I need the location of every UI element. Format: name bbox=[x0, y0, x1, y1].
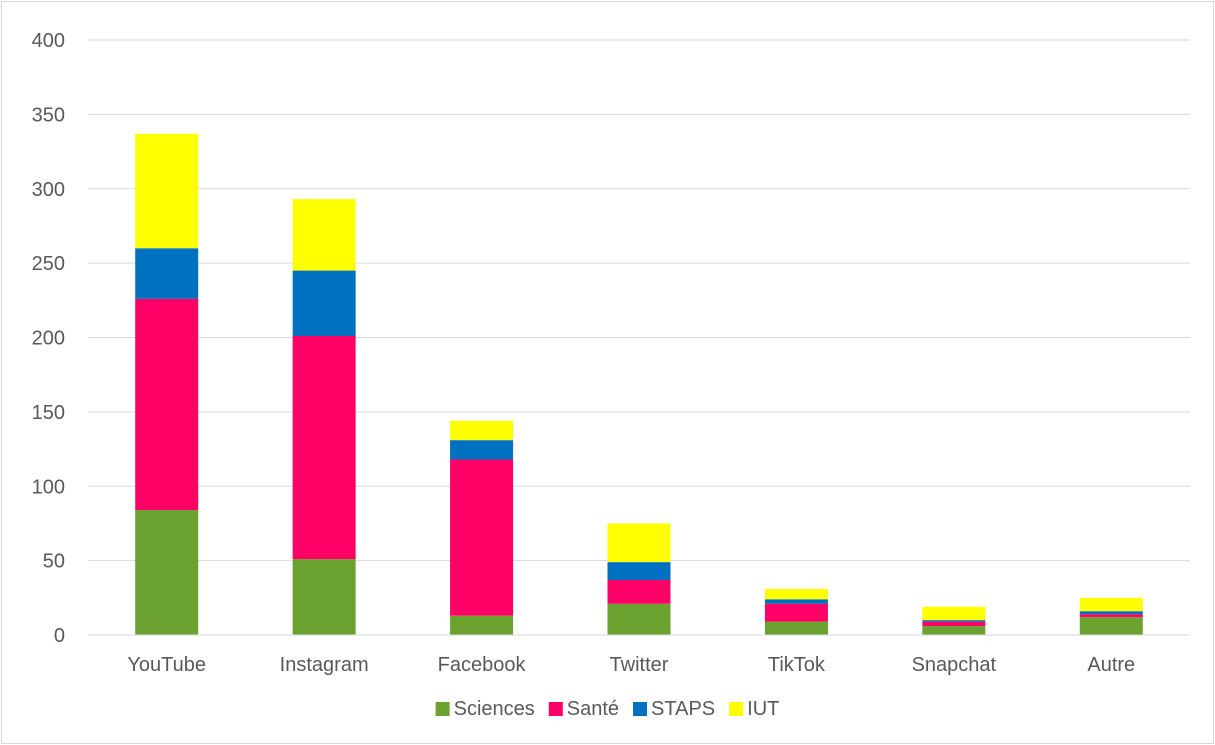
bar-segment-iut-autre bbox=[1079, 597, 1143, 612]
legend-label: Sciences bbox=[454, 698, 535, 720]
bar-segment-staps-facebook bbox=[450, 440, 514, 460]
gridlines bbox=[88, 39, 1190, 562]
bar-segment-sciences-snapchat bbox=[922, 626, 986, 635]
legend-swatch bbox=[729, 702, 744, 716]
y-tick-label: 0 bbox=[54, 625, 65, 647]
legend-item: Sciences bbox=[435, 698, 535, 720]
bars bbox=[135, 133, 1143, 635]
bar-segment-staps-tiktok bbox=[764, 599, 828, 604]
bar-segment-sante-instagram bbox=[292, 336, 356, 560]
bar-segment-sciences-facebook bbox=[450, 615, 514, 635]
x-tick-label: Twitter bbox=[610, 654, 669, 676]
bar-segment-staps-twitter bbox=[607, 562, 671, 580]
legend-label: STAPS bbox=[651, 698, 715, 720]
bar-segment-sciences-twitter bbox=[607, 603, 671, 635]
bar-segment-iut-snapchat bbox=[922, 606, 986, 621]
y-tick-label: 100 bbox=[32, 476, 65, 498]
x-tick-label: Instagram bbox=[280, 654, 369, 676]
bar-segment-iut-twitter bbox=[607, 523, 671, 563]
legend-swatch bbox=[435, 702, 450, 716]
bar-segment-sante-twitter bbox=[607, 579, 671, 604]
legend-item: Santé bbox=[548, 698, 619, 720]
legend-label: IUT bbox=[747, 698, 779, 720]
bar-segment-sante-facebook bbox=[450, 459, 514, 616]
legend: Sciences Santé STAPS IUT bbox=[435, 698, 779, 720]
bar-segment-staps-instagram bbox=[292, 270, 356, 337]
legend-swatch bbox=[548, 702, 563, 716]
bar-segment-sante-autre bbox=[1079, 614, 1143, 618]
legend-item: IUT bbox=[729, 698, 779, 720]
bar-segment-sciences-instagram bbox=[292, 559, 356, 635]
y-tick-label: 150 bbox=[32, 402, 65, 424]
bar-segment-sciences-autre bbox=[1079, 617, 1143, 635]
bar-segment-iut-youtube bbox=[135, 133, 199, 249]
x-tick-label: Facebook bbox=[438, 654, 527, 676]
x-tick-label: YouTube bbox=[127, 654, 206, 676]
y-tick-label: 350 bbox=[32, 104, 65, 126]
x-tick-label: Snapchat bbox=[912, 654, 997, 676]
bar-segment-iut-tiktok bbox=[764, 588, 828, 600]
bar-segment-staps-autre bbox=[1079, 611, 1143, 615]
bar-segment-sante-snapchat bbox=[922, 621, 986, 627]
y-tick-label: 250 bbox=[32, 253, 65, 275]
y-tick-label: 50 bbox=[43, 551, 65, 573]
bar-segment-sante-tiktok bbox=[764, 603, 828, 622]
bar-segment-staps-youtube bbox=[135, 248, 199, 299]
x-tick-label: TikTok bbox=[768, 654, 826, 676]
bar-segment-sciences-youtube bbox=[135, 510, 199, 635]
y-tick-label: 300 bbox=[32, 179, 65, 201]
y-tick-label: 400 bbox=[32, 30, 65, 52]
legend-swatch bbox=[633, 702, 648, 716]
bar-segment-iut-facebook bbox=[450, 420, 514, 441]
bar-segment-iut-instagram bbox=[292, 199, 356, 271]
y-tick-label: 200 bbox=[32, 328, 65, 350]
bar-segment-sante-youtube bbox=[135, 298, 199, 511]
legend-label: Santé bbox=[567, 698, 619, 720]
y-axis-tick-labels: 0 50 100 150 200 250 300 350 400 bbox=[32, 30, 65, 647]
bar-segment-sciences-tiktok bbox=[764, 621, 828, 635]
x-axis-tick-labels: YouTube Instagram Facebook Twitter TikTok Sna… bbox=[127, 654, 1135, 676]
x-tick-label: Autre bbox=[1087, 654, 1135, 676]
bar-segment-staps-snapchat bbox=[922, 620, 986, 622]
legend-item: STAPS bbox=[633, 698, 715, 720]
